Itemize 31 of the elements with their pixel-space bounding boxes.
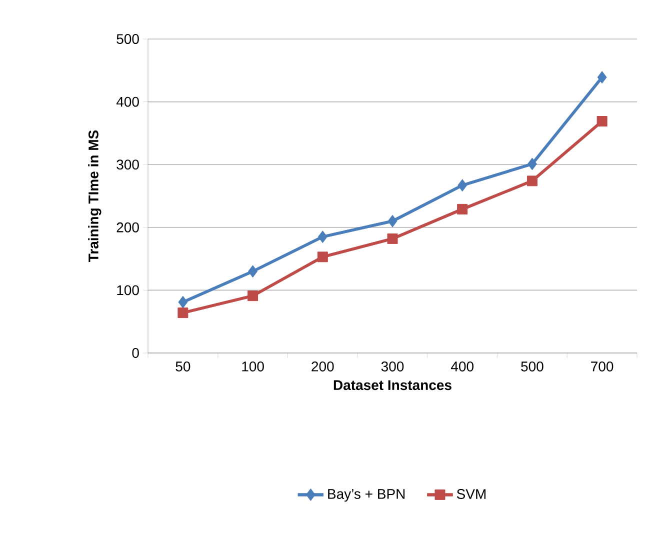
y-axis-title: Training TIme in MS	[88, 130, 102, 262]
point	[457, 204, 468, 214]
point	[317, 252, 328, 262]
x-tick-label: 200	[312, 362, 334, 372]
x-tick-label: 700	[591, 362, 614, 372]
y-tick-label: 200	[116, 222, 139, 232]
x-tick-label: 100	[242, 362, 264, 372]
point	[458, 179, 468, 192]
x-axis-title: Dataset Instances	[334, 380, 452, 390]
point	[318, 230, 328, 244]
y-tick-label: 0	[132, 348, 139, 358]
x-tick-label: 400	[450, 362, 474, 372]
legend-label: Bay’s + BPN	[328, 489, 405, 502]
legend-label: SVM	[456, 489, 486, 499]
point	[178, 296, 188, 308]
y-tick-label: 100	[117, 285, 139, 296]
point	[248, 265, 258, 278]
point	[527, 158, 537, 170]
point	[388, 214, 398, 228]
point	[178, 308, 188, 318]
y-tick-label: 300	[116, 160, 139, 170]
point	[597, 71, 607, 84]
y-tick-label: 500	[116, 34, 139, 44]
x-tick-label: 50	[176, 362, 190, 372]
x-tick-label: 300	[381, 362, 404, 372]
point	[248, 290, 258, 302]
x-tick-label: 500	[521, 362, 544, 372]
point	[596, 116, 608, 127]
point	[387, 233, 398, 244]
point	[526, 176, 538, 186]
y-tick-label: 400	[116, 96, 139, 107]
